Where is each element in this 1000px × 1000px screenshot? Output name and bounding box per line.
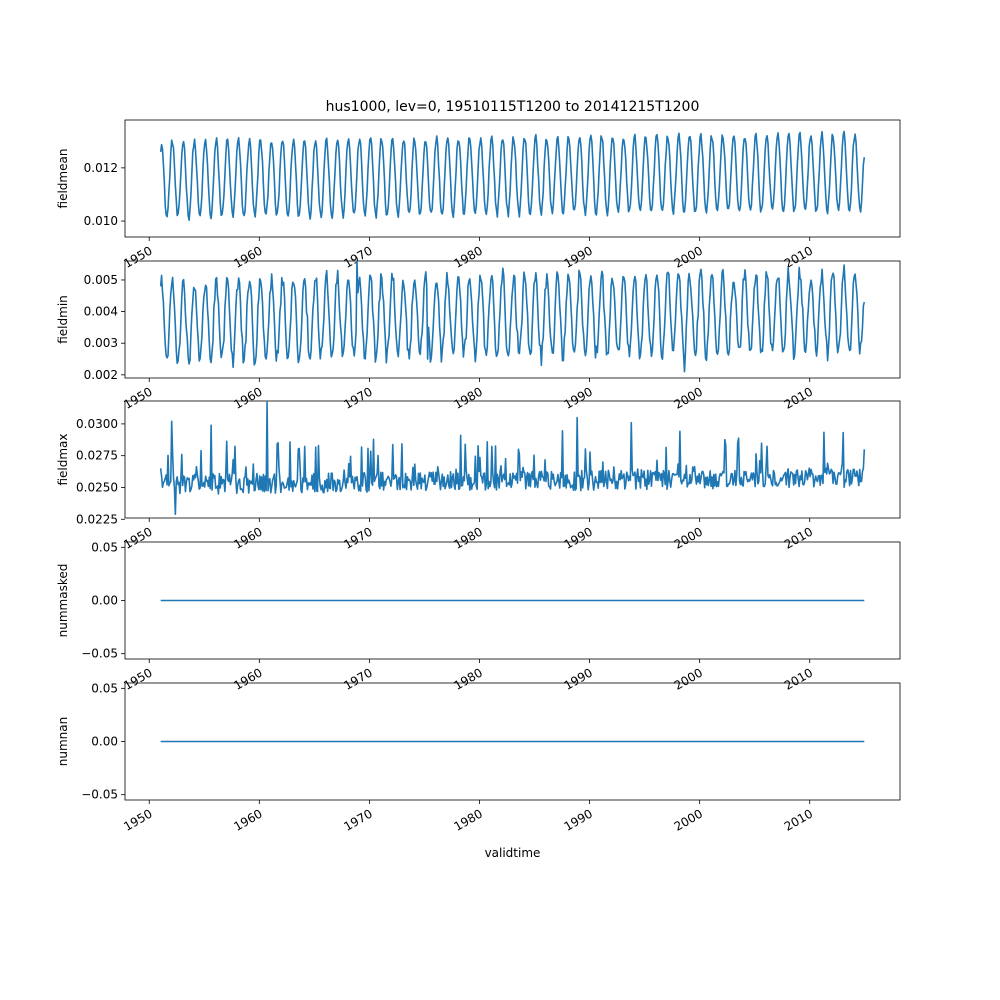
panel-fieldmin: 1950 1960 1970 1980 1990 2000 2010 0.002 0.003 0.… xyxy=(56,260,901,412)
series-line-fieldmax xyxy=(159,401,866,515)
y-tick-label: 0.002 xyxy=(84,368,118,382)
x-tick-label: 2010 xyxy=(782,243,815,270)
y-axis-label-fieldmax: fieldmax xyxy=(56,433,70,485)
x-tick-label: 1970 xyxy=(341,806,374,833)
series-line-fieldmin xyxy=(159,260,866,373)
panels-group: 1950 1960 1970 1980 1990 2000 2010 0.010 0.012 fi… xyxy=(56,119,901,834)
y-tick-label: 0.0250 xyxy=(76,480,118,494)
x-tick-label: 1950 xyxy=(121,384,154,411)
axes-frame xyxy=(124,260,901,379)
panel-fieldmean: 1950 1960 1970 1980 1990 2000 2010 0.010 0.012 fi… xyxy=(56,119,901,271)
x-tick-label: 1950 xyxy=(121,524,154,551)
y-axis-label-numnan: numnan xyxy=(56,717,70,766)
x-tick-label: 1990 xyxy=(562,806,595,833)
panel-nummasked: 1950 1960 1970 1980 1990 2000 2010 −0.05 0.00 0.0… xyxy=(56,540,901,693)
y-tick-label: 0.00 xyxy=(91,735,118,749)
x-tick-label: 2000 xyxy=(672,665,705,692)
x-tick-label: 2010 xyxy=(782,806,815,833)
y-axis-label-fieldmin: fieldmin xyxy=(56,295,70,344)
y-tick-label: 0.010 xyxy=(84,214,118,228)
x-tick-label: 1970 xyxy=(341,384,374,411)
y-tick-label: 0.0225 xyxy=(76,512,118,526)
x-tick-label: 1950 xyxy=(121,806,154,833)
x-tick-label: 1990 xyxy=(562,665,595,692)
panel-numnan: 1950 1960 1970 1980 1990 2000 2010 −0.05 0.00 0.0… xyxy=(56,681,901,834)
y-tick-label: 0.05 xyxy=(91,681,118,695)
x-axis-label: validtime xyxy=(485,846,541,860)
x-tick-label: 1980 xyxy=(452,384,485,411)
x-tick-label: 1970 xyxy=(341,524,374,551)
x-tick-label: 1980 xyxy=(452,806,485,833)
x-tick-label: 1960 xyxy=(231,806,264,833)
axes-frame xyxy=(124,119,901,238)
y-axis-label-fieldmean: fieldmean xyxy=(56,149,70,209)
x-tick-label: 2000 xyxy=(672,243,705,270)
x-tick-label: 1980 xyxy=(452,524,485,551)
x-tick-label: 1960 xyxy=(231,665,264,692)
x-tick-label: 1990 xyxy=(562,524,595,551)
chart-title: hus1000, lev=0, 19510115T1200 to 2014121… xyxy=(326,99,700,115)
x-tick-label: 2000 xyxy=(672,384,705,411)
x-tick-label: 1990 xyxy=(562,384,595,411)
y-tick-label: 0.0300 xyxy=(76,417,118,431)
y-tick-label: 0.005 xyxy=(84,273,118,287)
y-tick-label: 0.00 xyxy=(91,594,118,608)
x-tick-label: 2010 xyxy=(782,524,815,551)
y-tick-label: 0.003 xyxy=(84,336,118,350)
x-tick-label: 1960 xyxy=(231,384,264,411)
y-tick-label: 0.012 xyxy=(84,161,118,175)
x-tick-label: 1980 xyxy=(452,243,485,270)
y-tick-label: −0.05 xyxy=(81,788,118,802)
x-tick-label: 1990 xyxy=(562,243,595,270)
y-axis-label-nummasked: nummasked xyxy=(56,564,70,638)
x-tick-label: 2010 xyxy=(782,665,815,692)
series-line-fieldmean xyxy=(159,130,866,222)
y-tick-label: 0.004 xyxy=(84,305,118,319)
x-tick-label: 1980 xyxy=(452,665,485,692)
x-tick-label: 2000 xyxy=(672,806,705,833)
x-tick-label: 1950 xyxy=(121,243,154,270)
x-tick-label: 1950 xyxy=(121,665,154,692)
x-tick-label: 1960 xyxy=(231,524,264,551)
y-tick-label: −0.05 xyxy=(81,647,118,661)
x-tick-label: 2010 xyxy=(782,384,815,411)
x-tick-label: 1960 xyxy=(231,243,264,270)
x-tick-label: 1970 xyxy=(341,243,374,270)
x-tick-label: 2000 xyxy=(672,524,705,551)
axes-frame xyxy=(124,400,901,519)
y-tick-label: 0.0275 xyxy=(76,449,118,463)
x-tick-label: 1970 xyxy=(341,665,374,692)
y-tick-label: 0.05 xyxy=(91,540,118,554)
panel-fieldmax: 1950 1960 1970 1980 1990 2000 2010 0.0225 0.0250… xyxy=(56,400,901,552)
